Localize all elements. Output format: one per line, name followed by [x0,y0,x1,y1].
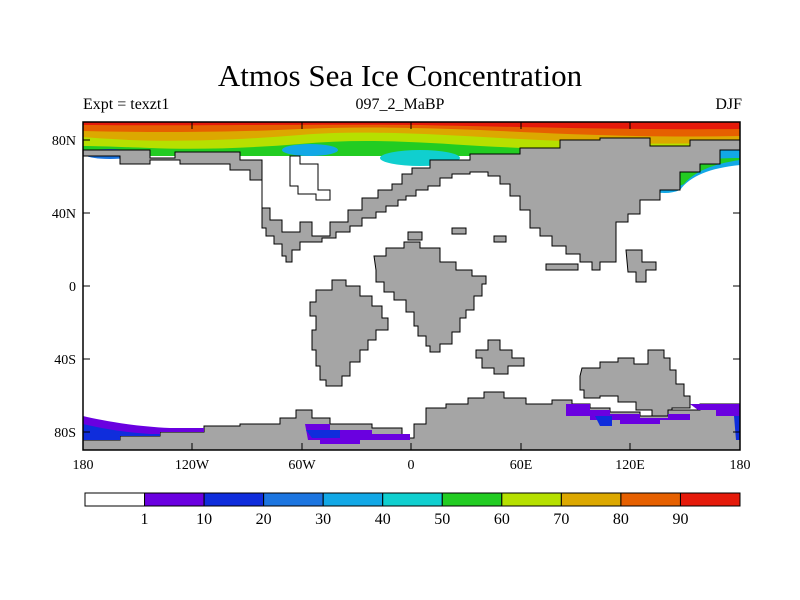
colorbar-label: 90 [672,511,688,528]
colorbar-swatch [501,492,562,507]
lat-label-0: 0 [69,280,76,295]
lat-label-40s: 40S [54,353,76,368]
colorbar-swatch [441,492,503,507]
experiment-label: Expt = texzt1 [83,96,170,113]
colorbar-label: 80 [613,511,629,528]
colorbar-label: 30 [315,511,331,528]
colorbar-swatch [620,492,681,507]
lon-label-180e: 180 [730,458,751,473]
colorbar-label: 60 [494,511,510,528]
colorbar-swatch [144,492,205,507]
lat-label-80s: 80S [54,426,76,441]
colorbar-label: 40 [375,511,391,528]
lon-label-120w: 120W [175,458,210,473]
lon-label-60e: 60E [510,458,533,473]
season-label: DJF [715,96,742,113]
colorbar [84,492,741,507]
colorbar-label: 70 [553,511,569,528]
lon-label-120e: 120E [615,458,645,473]
colorbar-swatch [560,492,622,507]
colorbar-swatch [203,492,265,507]
colorbar-label: 10 [196,511,212,528]
antarctic-sea-ice [83,404,740,444]
colorbar-swatch [84,492,146,507]
latitude-labels: 80N 40N 0 40S 80S [52,134,76,441]
colorbar-label: 20 [256,511,272,528]
colorbar-swatch [322,492,384,507]
colorbar-swatch [679,492,741,507]
colorbar-swatch [263,492,324,507]
lon-label-60w: 60W [288,458,316,473]
lat-label-40n: 40N [52,207,76,222]
colorbar-swatch [382,492,443,507]
colorbar-label: 1 [141,511,149,528]
lat-label-80n: 80N [52,134,76,149]
lon-label-180w: 180 [73,458,94,473]
map-title: Atmos Sea Ice Concentration [217,58,583,93]
colorbar-labels: 1 10 20 30 40 50 60 70 80 90 [141,511,689,528]
lon-label-0: 0 [408,458,415,473]
axis-ticks [82,122,741,450]
longitude-labels: 180 120W 60W 0 60E 120E 180 [73,458,751,473]
time-label: 097_2_MaBP [355,96,445,113]
colorbar-label: 50 [434,511,450,528]
